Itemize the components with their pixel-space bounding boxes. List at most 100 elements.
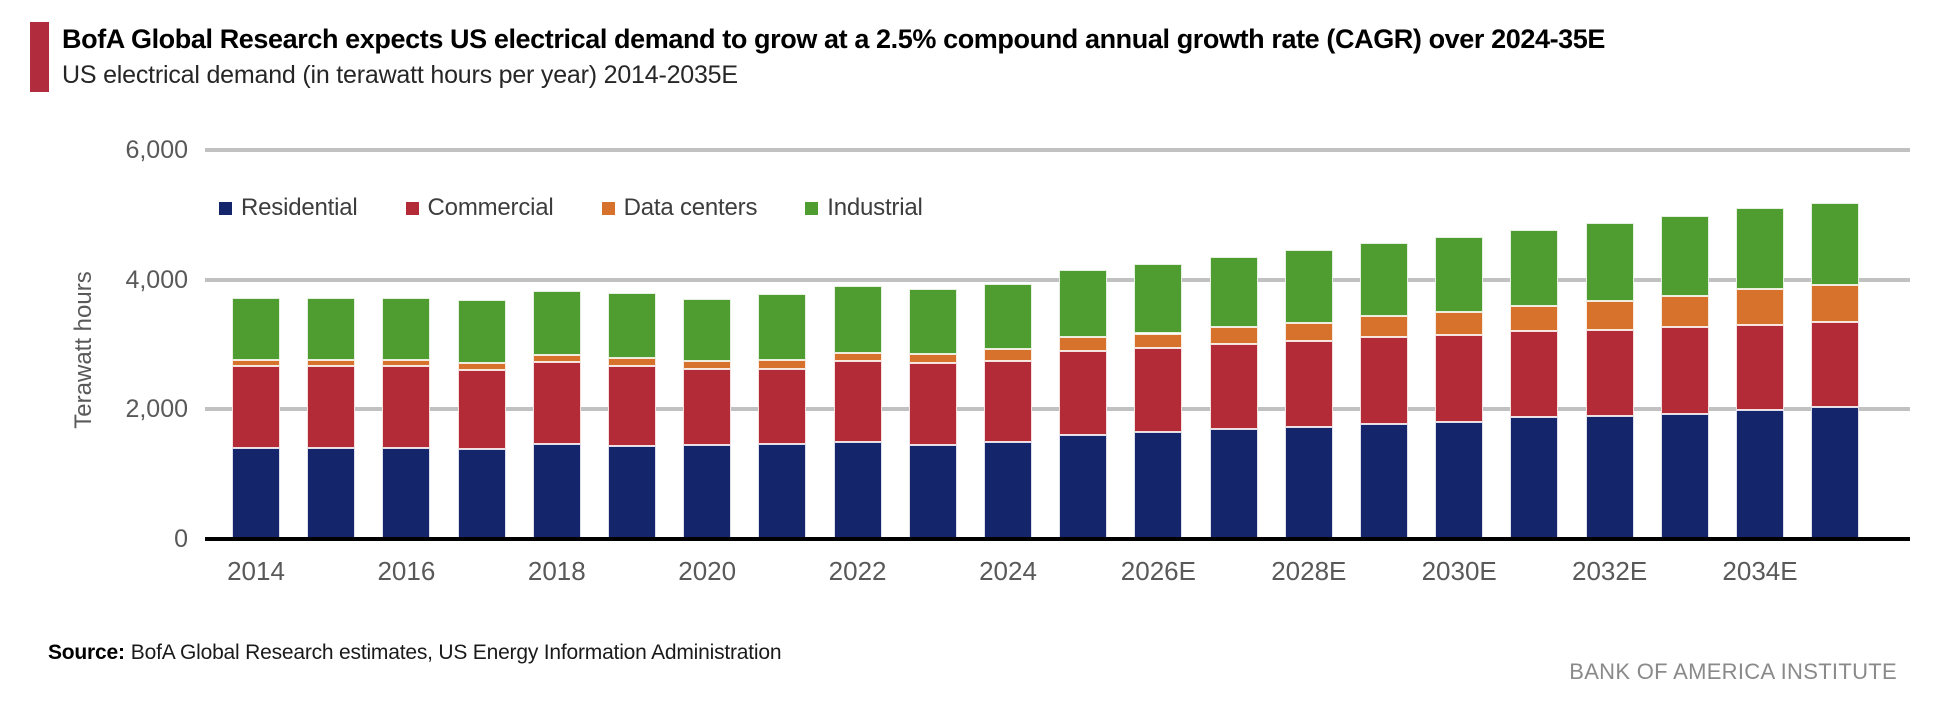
segment-residential-2031 (1510, 417, 1559, 539)
bar-2017 (457, 300, 506, 539)
segment-data-centers-2030 (1435, 311, 1484, 336)
segment-residential-2021 (758, 444, 807, 539)
segment-industrial-2032 (1585, 223, 1634, 302)
segment-residential-2034 (1736, 410, 1784, 539)
segment-residential-2017 (457, 448, 506, 539)
segment-industrial-2023 (908, 289, 957, 355)
segment-residential-2015 (307, 447, 356, 539)
bar-2027 (1209, 256, 1258, 539)
segment-industrial-2027 (1209, 256, 1258, 327)
segment-data-centers-2023 (908, 354, 957, 364)
bar-2025 (1059, 269, 1108, 539)
x-tick-2032E: 2032E (1572, 556, 1648, 586)
x-tick-2024: 2024 (979, 556, 1037, 586)
segment-data-centers-2035 (1811, 285, 1860, 323)
bar-2018 (532, 290, 581, 539)
segment-industrial-2033 (1660, 216, 1709, 296)
bar-2023 (908, 289, 957, 539)
segment-residential-2033 (1660, 413, 1709, 539)
x-tick-2022: 2022 (828, 556, 887, 586)
segment-data-centers-2029 (1360, 315, 1408, 337)
gridline-4000 (205, 277, 1910, 282)
segment-data-centers-2021 (758, 360, 807, 369)
segment-data-centers-2020 (683, 361, 732, 370)
segment-commercial-2021 (758, 368, 807, 445)
segment-residential-2026 (1134, 431, 1183, 539)
segment-residential-2020 (683, 445, 732, 539)
segment-industrial-2021 (758, 293, 807, 361)
segment-industrial-2024 (984, 283, 1032, 350)
bar-2020 (683, 298, 732, 539)
institute-branding: BANK OF AMERICA INSTITUTE (1569, 659, 1897, 684)
segment-residential-2019 (608, 445, 656, 539)
x-tick-2016: 2016 (377, 556, 436, 586)
segment-data-centers-2018 (532, 354, 581, 362)
segment-industrial-2026 (1134, 264, 1183, 334)
segment-commercial-2031 (1510, 330, 1559, 418)
segment-commercial-2026 (1134, 348, 1183, 432)
legend-swatch-icon (601, 201, 615, 215)
chart-subtitle: US electrical demand (in terawatt hours … (62, 61, 738, 89)
bar-2028 (1284, 250, 1333, 539)
segment-commercial-2022 (833, 361, 882, 443)
segment-industrial-2019 (608, 292, 656, 359)
bar-2014 (232, 298, 280, 539)
bar-2021 (758, 293, 807, 539)
segment-commercial-2032 (1585, 329, 1634, 416)
segment-commercial-2030 (1435, 335, 1484, 422)
legend-label: Commercial (427, 194, 554, 221)
segment-residential-2022 (833, 442, 882, 539)
x-axis-line (205, 537, 1910, 541)
segment-data-centers-2033 (1660, 295, 1709, 328)
title-accent-bar (30, 22, 49, 92)
segment-data-centers-2027 (1209, 327, 1258, 344)
bar-2034 (1736, 208, 1784, 539)
y-tick-6000: 6,000 (125, 136, 188, 164)
y-tick-0: 0 (174, 525, 188, 553)
segment-data-centers-2026 (1134, 333, 1183, 349)
bar-2031 (1510, 230, 1559, 539)
segment-industrial-2020 (683, 298, 732, 362)
segment-data-centers-2016 (382, 360, 431, 367)
bar-2033 (1660, 216, 1709, 539)
bar-2024 (984, 283, 1032, 539)
bar-2016 (382, 297, 431, 539)
bar-2035 (1811, 202, 1860, 539)
segment-residential-2018 (532, 444, 581, 539)
bar-2026 (1134, 264, 1183, 539)
segment-data-centers-2015 (307, 360, 356, 367)
legend-item-commercial: Commercial (405, 194, 554, 222)
segment-industrial-2030 (1435, 237, 1484, 312)
segment-commercial-2015 (307, 366, 356, 448)
segment-commercial-2029 (1360, 336, 1408, 424)
segment-commercial-2028 (1284, 340, 1333, 427)
segment-industrial-2025 (1059, 269, 1108, 338)
segment-residential-2032 (1585, 415, 1634, 539)
segment-residential-2030 (1435, 421, 1484, 539)
segment-data-centers-2024 (984, 349, 1032, 362)
legend-label: Industrial (827, 194, 923, 221)
x-tick-2014: 2014 (227, 556, 285, 586)
y-tick-4000: 4,000 (125, 265, 188, 294)
segment-residential-2027 (1209, 428, 1258, 539)
segment-industrial-2034 (1736, 208, 1784, 290)
segment-commercial-2017 (457, 369, 506, 449)
source-line: Source: BofA Global Research estimates, U… (48, 641, 782, 665)
segment-commercial-2016 (382, 366, 431, 448)
segment-data-centers-2022 (833, 352, 882, 362)
bar-2019 (608, 292, 656, 539)
segment-industrial-2028 (1284, 250, 1333, 323)
segment-residential-2023 (908, 445, 957, 539)
segment-commercial-2019 (608, 366, 656, 446)
segment-residential-2014 (232, 447, 280, 539)
segment-commercial-2025 (1059, 351, 1108, 435)
segment-industrial-2017 (457, 300, 506, 363)
segment-residential-2035 (1811, 407, 1860, 539)
segment-industrial-2014 (232, 298, 280, 361)
segment-commercial-2023 (908, 363, 957, 445)
segment-data-centers-2019 (608, 358, 656, 367)
bar-2029 (1360, 242, 1408, 539)
segment-data-centers-2025 (1059, 337, 1108, 351)
